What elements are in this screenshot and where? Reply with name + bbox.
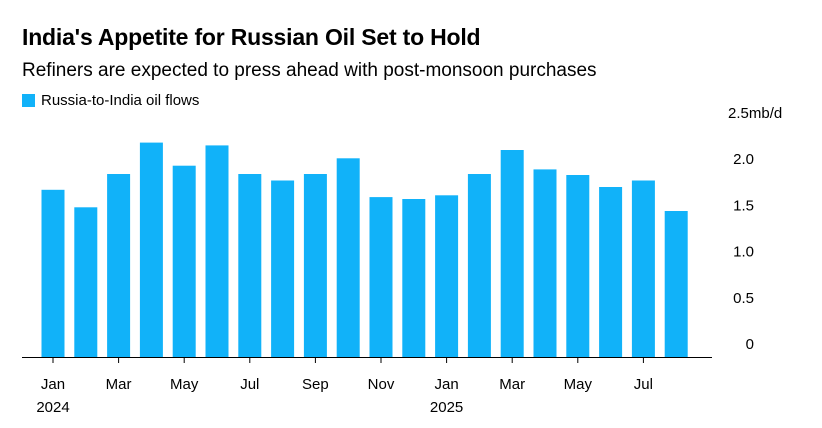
- x-tick-label: Nov: [368, 376, 395, 393]
- bar-jul-2024: [238, 174, 262, 357]
- bar-dec-2024: [402, 199, 426, 357]
- x-tick-label: Mar: [499, 376, 525, 393]
- x-tick-label: Jan: [435, 376, 459, 393]
- y-tick-label: 1.0: [733, 244, 754, 261]
- y-tick-label: 2.5mb/d: [728, 105, 782, 122]
- x-tick-label: May: [170, 376, 199, 393]
- bar-jun-2024: [205, 145, 229, 357]
- bar-feb-2025: [467, 174, 491, 357]
- legend: Russia-to-India oil flows: [22, 92, 199, 109]
- bar-apr-2024: [139, 142, 163, 357]
- bar-jun-2025: [599, 187, 623, 357]
- x-tick-label: May: [564, 376, 593, 393]
- x-tick-year-label: 2025: [430, 399, 463, 416]
- y-tick-label: 0: [746, 336, 754, 353]
- x-tick-label: Sep: [302, 376, 329, 393]
- bar-mar-2025: [500, 150, 524, 357]
- chart-subtitle: Refiners are expected to press ahead wit…: [22, 60, 597, 81]
- y-tick-label: 1.5: [733, 197, 754, 214]
- bar-apr-2025: [533, 169, 557, 357]
- y-tick-label: 0.5: [733, 290, 754, 307]
- bar-may-2025: [566, 175, 590, 357]
- legend-swatch: [22, 94, 35, 107]
- chart-title: India's Appetite for Russian Oil Set to …: [22, 24, 481, 50]
- bar-aug-2025: [664, 211, 688, 357]
- bar-jul-2025: [631, 180, 655, 357]
- bar-may-2024: [172, 165, 196, 357]
- bar-jan-2024: [41, 189, 65, 357]
- y-tick-label: 2.0: [733, 151, 754, 168]
- bar-jan-2025: [435, 195, 459, 357]
- bar-aug-2024: [271, 180, 295, 357]
- x-tick-label: Jan: [41, 376, 65, 393]
- x-tick-label: Jul: [634, 376, 653, 393]
- x-tick-label: Jul: [240, 376, 259, 393]
- bar-feb-2024: [74, 207, 98, 357]
- bar-mar-2024: [107, 174, 131, 357]
- x-tick-year-label: 2024: [36, 399, 69, 416]
- legend-label: Russia-to-India oil flows: [41, 92, 200, 109]
- bar-sep-2024: [303, 174, 327, 357]
- x-tick-label: Mar: [106, 376, 132, 393]
- bar-nov-2024: [369, 197, 393, 357]
- bar-oct-2024: [336, 158, 360, 357]
